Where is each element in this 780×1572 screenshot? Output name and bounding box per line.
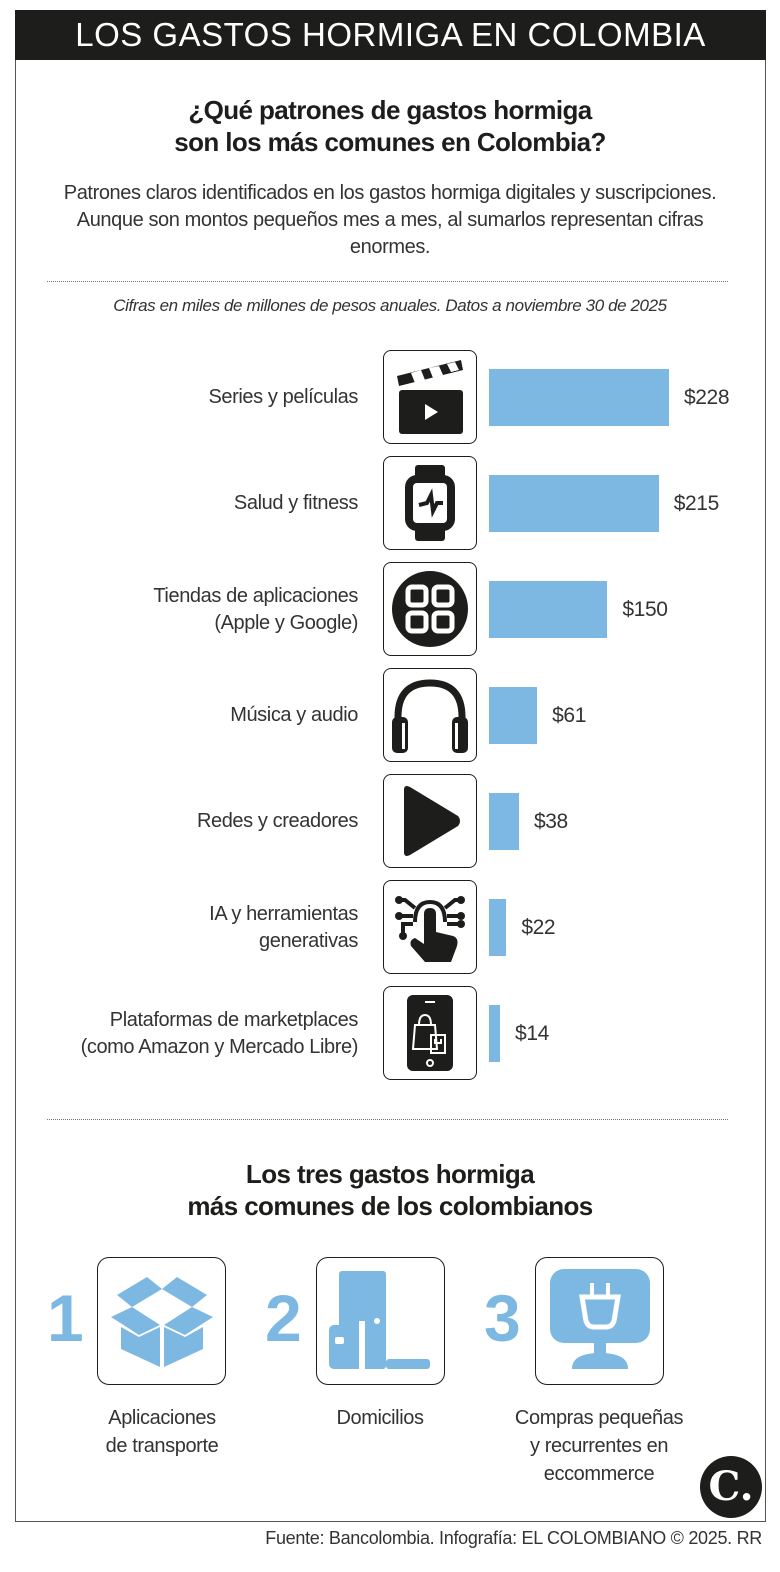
chart-row: Tiendas de aplicaciones (Apple y Google)… bbox=[0, 562, 780, 657]
value-label: $215 bbox=[673, 492, 720, 515]
bar bbox=[489, 581, 608, 638]
chart-row: Redes y creadores $38 bbox=[0, 774, 780, 869]
category-label: Música y audio bbox=[230, 704, 358, 726]
door-package-icon bbox=[316, 1257, 445, 1385]
category-label: Plataformas de marketplaces (como Amazon… bbox=[80, 1008, 359, 1058]
value-label: $22 bbox=[521, 916, 556, 939]
header-title: LOS GASTOS HORMIGA EN COLOMBIA bbox=[15, 10, 766, 60]
monitor-basket-icon bbox=[535, 1257, 664, 1385]
chart-row: Series y películas $228 bbox=[0, 350, 780, 445]
top-item-label: Compras pequeñas y recurrentes en eccomm… bbox=[514, 1407, 684, 1485]
bar bbox=[489, 687, 538, 744]
divider bbox=[47, 1119, 728, 1120]
section2-title-line1: Los tres gastos hormiga bbox=[245, 1159, 535, 1189]
chart-row: Música y audio $61 bbox=[0, 668, 780, 763]
value-label: $14 bbox=[515, 1022, 549, 1045]
divider bbox=[47, 281, 728, 282]
section1-title-line1: ¿Qué patrones de gastos hormiga bbox=[188, 95, 592, 125]
ai-touch-icon bbox=[383, 880, 477, 974]
value-label: $228 bbox=[684, 386, 730, 409]
rank-1: 1 bbox=[47, 1281, 84, 1355]
mobile-shopping-icon bbox=[383, 986, 477, 1080]
section2-title-line2: más comunes de los colombianos bbox=[187, 1191, 593, 1221]
value-label: $38 bbox=[534, 810, 568, 833]
category-label: Tiendas de aplicaciones (Apple y Google) bbox=[153, 584, 358, 634]
smartwatch-icon bbox=[383, 456, 477, 550]
clapperboard-icon bbox=[383, 350, 477, 444]
units-note: Cifras en miles de millones de pesos anu… bbox=[113, 296, 667, 315]
bar bbox=[489, 899, 507, 956]
top-item-label: Aplicaciones de transporte bbox=[105, 1407, 219, 1457]
chart-row: IA y herramientas generativas $22 bbox=[0, 880, 780, 975]
frame bbox=[15, 10, 766, 1522]
chart-row: Salud y fitness $215 bbox=[0, 456, 780, 551]
rank-2: 2 bbox=[265, 1281, 302, 1355]
play-icon bbox=[383, 774, 477, 868]
category-label: IA y herramientas generativas bbox=[209, 902, 358, 952]
category-label: Redes y creadores bbox=[196, 810, 358, 832]
app-grid-icon bbox=[383, 562, 477, 656]
el-colombiano-logo: C. bbox=[700, 1456, 762, 1518]
value-label: $61 bbox=[552, 704, 586, 727]
chart-row: Plataformas de marketplaces (como Amazon… bbox=[0, 986, 780, 1081]
headphones-icon bbox=[383, 668, 477, 762]
source-footer: Fuente: Bancolombia. Infografía: EL COLO… bbox=[265, 1528, 762, 1548]
top-item-label: Domicilios bbox=[336, 1407, 424, 1429]
category-label: Series y películas bbox=[208, 386, 358, 408]
section1-title-line2: son los más comunes en Colombia? bbox=[174, 127, 606, 157]
bar bbox=[489, 369, 669, 426]
open-box-icon bbox=[97, 1257, 226, 1385]
bar bbox=[489, 475, 659, 532]
category-label: Salud y fitness bbox=[233, 492, 358, 514]
bar bbox=[489, 793, 519, 850]
value-label: $150 bbox=[622, 598, 668, 621]
intro-text: Patrones claros identificados en los gas… bbox=[63, 182, 717, 258]
rank-3: 3 bbox=[484, 1281, 521, 1355]
bar bbox=[489, 1005, 501, 1062]
